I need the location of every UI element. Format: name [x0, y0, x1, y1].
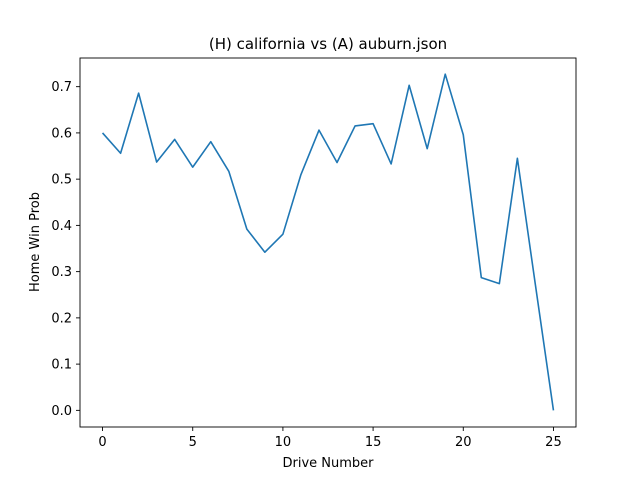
y-tick-label: 0.6: [51, 126, 72, 141]
series-line-0: [101, 73, 555, 411]
plot-frame: [79, 57, 577, 428]
chart-title: (H) california vs (A) auburn.json: [209, 35, 447, 53]
x-tick-label: 15: [365, 435, 382, 450]
y-tick-label: 0.0: [51, 404, 72, 419]
x-tick-label: 5: [189, 435, 197, 450]
y-tick-label: 0.1: [51, 358, 72, 373]
plot-area: [79, 57, 577, 428]
y-tick-label: 0.3: [51, 265, 72, 280]
x-tick-label: 10: [275, 435, 292, 450]
y-tick-label: 0.5: [51, 173, 72, 188]
y-axis: 0.0 0.1 0.2 0.3 0.4 0.5 0.6 0.7: [51, 80, 80, 419]
x-axis: 0 5 10 15 20 25: [98, 427, 562, 450]
y-tick-label: 0.2: [51, 311, 72, 326]
x-tick-label: 0: [98, 435, 106, 450]
y-tick-label: 0.4: [51, 219, 72, 234]
x-tick-label: 25: [545, 435, 562, 450]
x-tick-label: 20: [455, 435, 472, 450]
x-axis-label: Drive Number: [282, 456, 374, 471]
y-tick-label: 0.7: [51, 80, 72, 95]
y-axis-label: Home Win Prob: [28, 192, 43, 292]
